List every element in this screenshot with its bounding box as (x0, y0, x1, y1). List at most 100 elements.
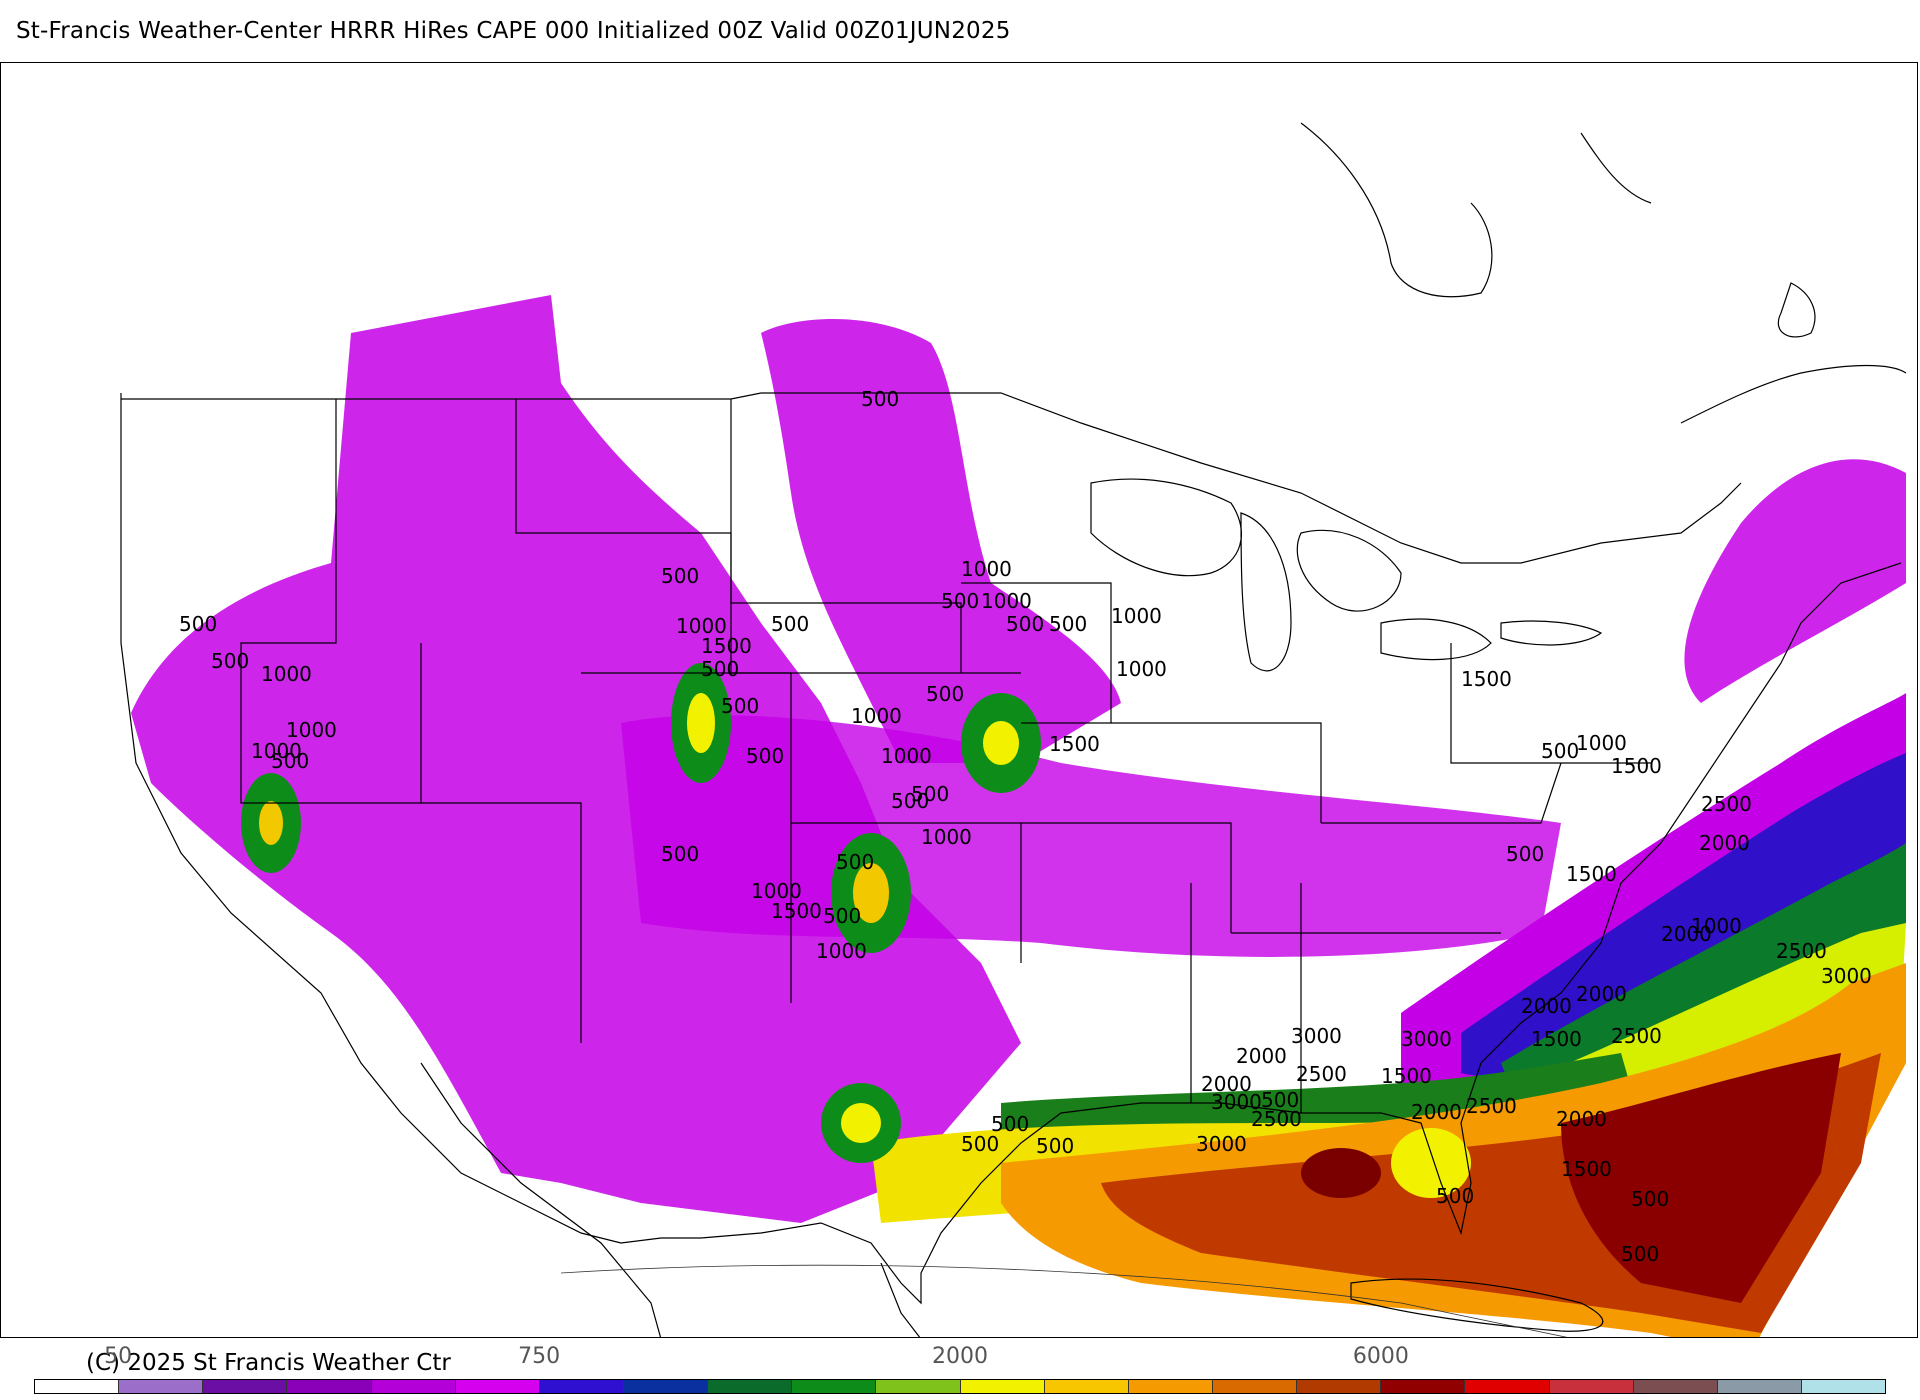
contour-label: 500 (701, 657, 739, 681)
contour-label: 500 (823, 904, 861, 928)
contour-label: 2000 (1201, 1072, 1252, 1096)
colorbar-cell (539, 1380, 624, 1393)
colorbar-tick-label: 50 (104, 1344, 133, 1369)
contour-label: 1500 (1611, 754, 1662, 778)
contour-label: 500 (746, 744, 784, 768)
contour-label: 2000 (1661, 922, 1712, 946)
colorbar-cell (1465, 1380, 1550, 1393)
contour-label: 500 (891, 789, 929, 813)
contour-label: 1000 (286, 718, 337, 742)
contour-label: 500 (1006, 612, 1044, 636)
colorbar-tick-label: 6000 (1352, 1344, 1409, 1369)
contour-label: 2000 (1521, 994, 1572, 1018)
contour-label: 1000 (851, 704, 902, 728)
contour-label: 1000 (676, 614, 727, 638)
colorbar-cell (708, 1380, 793, 1393)
colorbar-cell (1633, 1380, 1718, 1393)
colorbar-cell (1128, 1380, 1213, 1393)
contour-label: 500 (1631, 1187, 1669, 1211)
contour-label: 500 (926, 682, 964, 706)
contour-label: 1000 (961, 557, 1012, 581)
colorbar-cell (1297, 1380, 1382, 1393)
contour-label: 1500 (771, 899, 822, 923)
contour-label: 3000 (1196, 1132, 1247, 1156)
contour-label: 2000 (1236, 1044, 1287, 1068)
contour-label: 2500 (1776, 939, 1827, 963)
contour-label: 2500 (1611, 1024, 1662, 1048)
contour-label: 1500 (1461, 667, 1512, 691)
colorbar-cell (1549, 1380, 1634, 1393)
contour-label: 500 (1506, 842, 1544, 866)
contour-label: 500 (1036, 1134, 1074, 1158)
contour-label: 1500 (1049, 732, 1100, 756)
contour-label: 1000 (1111, 604, 1162, 628)
domain-edge (560, 1264, 1568, 1337)
contour-label: 500 (961, 1132, 999, 1156)
colorbar (34, 1379, 1886, 1394)
contour-label: 500 (179, 612, 217, 636)
cape-map: 500 500 500 500 1000 1000 1000 500 1000 1500 500 50… (0, 62, 1918, 1338)
contour-label: 500 (1436, 1184, 1474, 1208)
colorbar-cell (792, 1380, 877, 1393)
contour-label: 1500 (1531, 1027, 1582, 1051)
colorbar-cell (1801, 1380, 1886, 1393)
contour-label: 1000 (1116, 657, 1167, 681)
contour-label: 1000 (1576, 731, 1627, 755)
contour-label: 500 (1541, 739, 1579, 763)
contour-label: 500 (1049, 612, 1087, 636)
contour-label: 1000 (1691, 914, 1742, 938)
contour-labels: 5005005005001000100010005001000150050050… (179, 387, 1872, 1266)
contour-label: 1000 (921, 825, 972, 849)
colorbar-cell (1381, 1380, 1466, 1393)
contour-label: 1500 (701, 634, 752, 658)
contour-label: 1000 (751, 879, 802, 903)
copyright-text: (C) 2025 St Francis Weather Ctr (86, 1350, 451, 1376)
contour-label: 2500 (1296, 1062, 1347, 1086)
contour-label: 2500 (1466, 1094, 1517, 1118)
contour-label: 500 (861, 387, 899, 411)
colorbar-cell (119, 1380, 204, 1393)
colorbar-cell (876, 1380, 961, 1393)
geography-outlines (120, 122, 1907, 1337)
contour-label: 500 (911, 782, 949, 806)
colorbar-cell (623, 1380, 709, 1393)
contour-label: 1000 (981, 589, 1032, 613)
colorbar-cell (203, 1380, 288, 1393)
contour-label: 500 (941, 589, 979, 613)
contour-label: 1500 (1566, 862, 1617, 886)
colorbar-cell (960, 1380, 1045, 1393)
contour-label: 2000 (1556, 1107, 1607, 1131)
contour-label: 1000 (881, 744, 932, 768)
colorbar-cell (35, 1380, 120, 1393)
contour-label: 3000 (1401, 1027, 1452, 1051)
contour-label: 1000 (261, 662, 312, 686)
contour-label: 1500 (1561, 1157, 1612, 1181)
contour-label: 500 (1621, 1242, 1659, 1266)
colorbar-cell (1044, 1380, 1129, 1393)
contour-label: 500 (661, 564, 699, 588)
colorbar-cell (1212, 1380, 1298, 1393)
contour-label: 500 (836, 850, 874, 874)
colorbar-cell (455, 1380, 540, 1393)
contour-label: 500 (271, 749, 309, 773)
contour-label: 2500 (1701, 792, 1752, 816)
colorbar-cell (1717, 1380, 1802, 1393)
contour-label: 500 (1261, 1088, 1299, 1112)
contour-label: 2000 (1576, 982, 1627, 1006)
contour-label: 3000 (1821, 964, 1872, 988)
colorbar-cell (287, 1380, 372, 1393)
contour-label: 2500 (1251, 1107, 1302, 1131)
contour-label: 500 (771, 612, 809, 636)
contour-label: 1000 (251, 739, 302, 763)
colorbar-cell (371, 1380, 456, 1393)
cape-map-svg: 5005005005001000100010005001000150050050… (120, 122, 1907, 1337)
contour-label: 2000 (1699, 831, 1750, 855)
contour-label: 1000 (816, 939, 867, 963)
contour-label: 2000 (1411, 1100, 1462, 1124)
contour-label: 500 (661, 842, 699, 866)
map-title: St-Francis Weather-Center HRRR HiRes CAP… (16, 18, 1011, 44)
colorbar-tick-label: 2000 (932, 1344, 988, 1369)
colorbar-tick-label: 750 (518, 1344, 561, 1369)
contour-label: 1500 (1381, 1064, 1432, 1088)
contour-label: 500 (721, 694, 759, 718)
